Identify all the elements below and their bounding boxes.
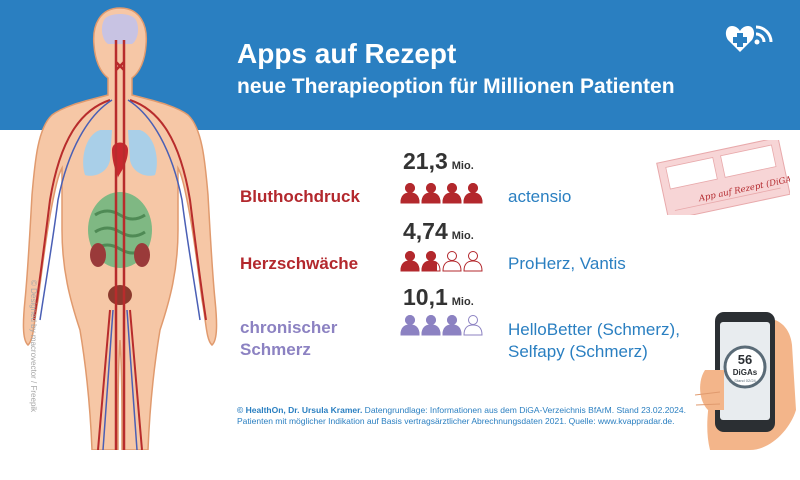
person-icon-empty <box>442 251 462 272</box>
stat-herzschwaeche: 4,74 Mio. <box>403 218 474 245</box>
condition-label: Bluthochdruck <box>240 187 360 206</box>
person-icon-filled <box>421 251 441 272</box>
person-icon-filled <box>442 315 462 336</box>
footer-source-bold: © HealthOn, Dr. Ursula Kramer. <box>237 405 363 415</box>
app-names: HelloBetter (Schmerz), Selfapy (Schmerz) <box>508 319 680 363</box>
page-subtitle: neue Therapieoption für Millionen Patien… <box>237 75 675 98</box>
stat-unit: Mio. <box>451 160 474 172</box>
phone-in-hand-illustration: 56 DiGAs Stand 02/24 <box>694 312 796 450</box>
stat-unit: Mio. <box>451 296 474 308</box>
condition-line-1: chronischer <box>240 318 338 337</box>
illustration-credit: © Designed by macrovector / Freepik <box>29 280 38 413</box>
person-icon-filled <box>400 315 420 336</box>
stat-bluthochdruck: 21,3 Mio. <box>403 148 474 175</box>
stat-value: 10,1 <box>403 284 448 310</box>
people-icons-chronischer-schmerz <box>400 315 483 336</box>
condition-line-2: Schmerz <box>240 340 311 359</box>
app-name-line-2: Selfapy (Schmerz) <box>508 342 648 361</box>
app-names: actensio <box>508 187 572 206</box>
person-icon-filled <box>421 315 441 336</box>
page-title: Apps auf Rezept <box>237 38 457 69</box>
person-icon-filled <box>463 183 483 204</box>
stat-value: 4,74 <box>403 218 448 244</box>
human-anatomy-illustration <box>22 7 218 450</box>
diga-count: 56 <box>738 352 752 367</box>
person-icon-filled <box>400 251 420 272</box>
diga-label: DiGAs <box>733 368 758 377</box>
footer-source-text: Datengrundlage: Informationen aus dem Di… <box>237 405 686 426</box>
person-icon-filled <box>421 183 441 204</box>
person-icon-empty <box>463 251 483 272</box>
left-lung <box>83 130 112 176</box>
prescription-card: App auf Rezept (DiGA) <box>656 140 790 215</box>
app-name-line-1: HelloBetter (Schmerz), <box>508 320 680 339</box>
healthon-logo-icon <box>725 25 773 52</box>
diga-sublabel: Stand 02/24 <box>734 378 756 383</box>
brain-icon <box>101 14 139 44</box>
stat-chronischer-schmerz: 10,1 Mio. <box>403 284 474 311</box>
condition-label: Herzschwäche <box>240 254 359 273</box>
stat-unit: Mio. <box>451 230 474 242</box>
condition-label: chronischer Schmerz <box>240 317 337 361</box>
right-lung <box>128 130 157 176</box>
app-names: ProHerz, Vantis <box>508 254 626 273</box>
people-icons-bluthochdruck <box>400 183 483 204</box>
people-icons-herzschwaeche <box>400 251 483 272</box>
person-icon-filled <box>400 183 420 204</box>
person-icon-filled <box>442 183 462 204</box>
footer-source: © HealthOn, Dr. Ursula Kramer. Datengrun… <box>237 405 707 427</box>
bladder <box>108 285 132 305</box>
person-icon-empty <box>463 315 483 336</box>
stat-value: 21,3 <box>403 148 448 174</box>
